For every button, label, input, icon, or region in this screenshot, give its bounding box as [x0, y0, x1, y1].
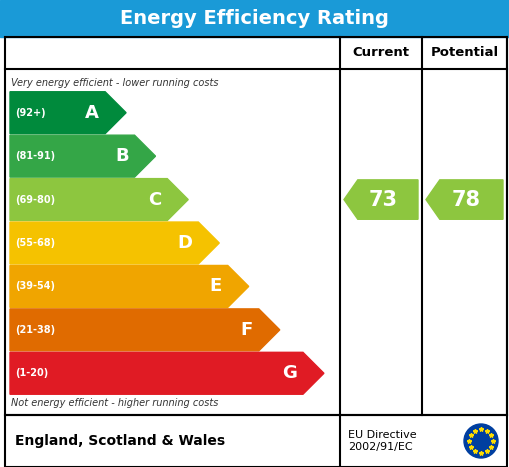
- Text: (21-38): (21-38): [15, 325, 55, 335]
- Text: 73: 73: [369, 190, 398, 210]
- Bar: [0, 0, 509, 37]
- Text: 78: 78: [452, 190, 481, 210]
- Text: C: C: [148, 191, 161, 209]
- Polygon shape: [10, 309, 280, 351]
- Text: (69-80): (69-80): [15, 195, 55, 205]
- Text: England, Scotland & Wales: England, Scotland & Wales: [15, 434, 225, 448]
- Text: A: A: [85, 104, 99, 122]
- Text: Current: Current: [353, 47, 410, 59]
- Text: G: G: [282, 364, 297, 382]
- Polygon shape: [426, 180, 503, 219]
- Text: Very energy efficient - lower running costs: Very energy efficient - lower running co…: [11, 78, 218, 88]
- Text: (1-20): (1-20): [15, 368, 48, 378]
- Text: Potential: Potential: [431, 47, 498, 59]
- Polygon shape: [10, 92, 126, 134]
- Text: (92+): (92+): [15, 108, 46, 118]
- Circle shape: [464, 424, 498, 458]
- Text: E: E: [210, 277, 222, 296]
- Polygon shape: [10, 178, 188, 220]
- Polygon shape: [10, 352, 324, 394]
- Text: (39-54): (39-54): [15, 282, 55, 291]
- Bar: [5, 37, 507, 415]
- Text: EU Directive
2002/91/EC: EU Directive 2002/91/EC: [348, 430, 417, 452]
- Text: Not energy efficient - higher running costs: Not energy efficient - higher running co…: [11, 398, 218, 408]
- Polygon shape: [344, 180, 418, 219]
- Text: B: B: [115, 147, 129, 165]
- Polygon shape: [10, 222, 219, 264]
- Text: D: D: [177, 234, 192, 252]
- Polygon shape: [10, 265, 249, 307]
- Text: Energy Efficiency Rating: Energy Efficiency Rating: [120, 9, 389, 28]
- Polygon shape: [10, 135, 156, 177]
- Text: F: F: [241, 321, 253, 339]
- Bar: [5, 415, 507, 467]
- Text: (55-68): (55-68): [15, 238, 55, 248]
- Text: (81-91): (81-91): [15, 151, 55, 161]
